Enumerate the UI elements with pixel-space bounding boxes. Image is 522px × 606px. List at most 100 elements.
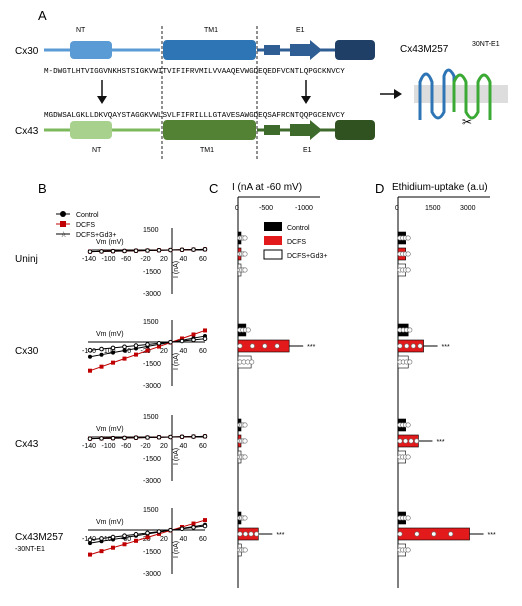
data-point — [414, 438, 420, 444]
data-point — [242, 267, 248, 273]
cx43-label: Cx43 — [15, 126, 39, 137]
data-point — [397, 531, 403, 537]
iv-point-gd — [87, 249, 93, 254]
row-label-cx30: Cx30 — [15, 346, 39, 357]
iv-x-tick: 40 — [180, 536, 188, 543]
scissors-icon: ✂ — [462, 115, 472, 129]
iv-point-dcfs — [191, 332, 196, 337]
panel-d-title: Ethidium-uptake (a.u) — [392, 182, 488, 193]
legend-b-gd-star-icon: ☆ — [60, 230, 67, 239]
iv-x-tick: 40 — [180, 256, 188, 263]
iv-point-gd — [191, 247, 196, 252]
iv-x-tick: 40 — [180, 348, 188, 355]
iv-point-gd — [156, 434, 162, 440]
seg-tm1-bottom: TM1 — [200, 147, 214, 154]
arrow-nt-down-icon — [97, 96, 107, 104]
iv-point-gd — [87, 436, 93, 441]
data-point — [405, 547, 411, 553]
iv-point-gd — [168, 527, 173, 533]
iv-x-tick: 40 — [180, 443, 188, 450]
data-point — [407, 327, 413, 333]
iv-x-tick: -20 — [141, 443, 151, 450]
iv-point-gd — [99, 346, 104, 352]
data-point — [242, 515, 248, 521]
seg-tm1-top: TM1 — [204, 27, 218, 34]
iv-point-control — [111, 350, 115, 355]
panel-d-tick-3000: 3000 — [460, 205, 476, 212]
iv-point-control — [99, 352, 104, 357]
iv-vm-label: Vm (mV) — [96, 519, 124, 526]
iv-point-dcfs — [111, 545, 115, 550]
iv-point-gd — [87, 537, 93, 543]
panel-label-c: C — [209, 181, 218, 196]
iv-point-gd — [122, 435, 127, 441]
iv-point-dcfs — [203, 518, 207, 523]
iv-x-tick: -100 — [102, 256, 116, 263]
data-point — [405, 515, 411, 521]
legend-c-control: Control — [287, 225, 310, 232]
iv-x-tick: 20 — [160, 256, 168, 263]
data-point — [403, 438, 409, 444]
iv-plots: Vm (mV) I (nA) -140 -100 -60 -20 20 40 60 1500 -15… — [82, 227, 208, 578]
seg-e1-bottom: E1 — [303, 147, 312, 154]
seg-e1-top: E1 — [296, 27, 305, 34]
iv-point-gd — [145, 342, 150, 347]
iv-point-gd — [168, 434, 173, 440]
iv-i-label: I (nA) — [173, 448, 180, 465]
iv-point-gd — [191, 525, 196, 530]
row-label-uninj: Uninj — [15, 254, 38, 265]
row-sublabel: -30NT-E1 — [15, 546, 45, 553]
iv-point-dcfs — [191, 521, 196, 526]
chimera-cx43-part — [452, 73, 492, 120]
chimera-label: Cx43M257 — [400, 44, 449, 55]
iv-x-tick: 20 — [160, 348, 168, 355]
iv-point-gd — [110, 534, 116, 540]
iv-point-gd — [202, 434, 208, 439]
iv-point-dcfs — [122, 542, 127, 547]
data-point — [404, 343, 410, 349]
iv-vm-label: Vm (mV) — [96, 331, 124, 338]
cx43-tm1-helix — [163, 120, 256, 140]
legend-b-control: Control — [76, 212, 99, 219]
data-point — [254, 531, 260, 537]
iv-point-gd — [133, 532, 139, 537]
legend-c: Control DCFS DCFS+Gd3+ — [263, 222, 327, 260]
iv-x-tick: 60 — [199, 443, 207, 450]
panel-d-tick-1500: 1500 — [425, 205, 441, 212]
data-point — [417, 343, 423, 349]
iv-point-gd — [202, 336, 208, 342]
iv-x-tick: -60 — [121, 256, 131, 263]
data-point — [237, 531, 243, 537]
iv-x-tick: -140 — [82, 256, 96, 263]
iv-vm-label: Vm (mV) — [96, 239, 124, 246]
iv-point-gd — [145, 435, 150, 440]
significance-stars: *** — [488, 532, 496, 539]
data-point — [431, 531, 437, 537]
iv-y-tick: 1500 — [143, 507, 159, 514]
iv-y-tick: -3000 — [143, 291, 161, 298]
iv-x-tick: 20 — [160, 443, 168, 450]
data-point — [242, 422, 248, 428]
cx43-e1-block — [264, 125, 280, 135]
significance-stars: *** — [307, 344, 315, 351]
iv-point-gd — [191, 337, 196, 343]
data-point — [242, 251, 248, 257]
iv-point-dcfs — [134, 538, 138, 543]
significance-stars: *** — [276, 532, 284, 539]
iv-point-gd — [122, 248, 127, 254]
iv-y-tick: 1500 — [143, 319, 159, 326]
significance-stars: *** — [442, 344, 450, 351]
iv-point-control — [122, 348, 127, 353]
cx30-e1-sheet — [290, 40, 322, 60]
iv-i-label: I (nA) — [173, 353, 180, 370]
iv-y-tick: -3000 — [143, 571, 161, 578]
iv-x-tick: -100 — [102, 348, 116, 355]
membrane — [414, 85, 508, 103]
iv-point-gd — [156, 341, 162, 346]
cx43-tm2-helix — [335, 120, 375, 140]
data-point — [249, 359, 255, 365]
iv-point-dcfs — [111, 360, 115, 365]
iv-point-gd — [133, 343, 139, 348]
iv-point-gd — [122, 344, 127, 350]
data-point — [414, 531, 420, 537]
